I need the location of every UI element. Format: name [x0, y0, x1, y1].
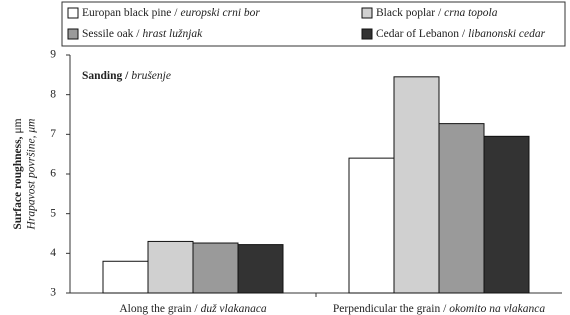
legend-label-part: Europan black pine /: [82, 7, 178, 19]
legend-swatch: [361, 7, 373, 19]
bar: [348, 157, 395, 294]
bar: [192, 242, 239, 294]
bar: [237, 244, 284, 294]
legend-swatch: [67, 7, 79, 19]
y-axis-label-part: Surface roughness,: [12, 136, 24, 229]
x-tick-label-part: okomito na vlakanca: [449, 303, 545, 315]
bar: [147, 240, 194, 294]
legend-label: Sessile oak / hrast lužnjak: [82, 28, 203, 40]
x-tick-label-part: Along the grain /: [119, 303, 198, 315]
legend-label: Black poplar / crna topola: [376, 7, 498, 19]
legend-swatch: [361, 28, 373, 40]
y-tick-label: 5: [50, 207, 56, 219]
bar: [393, 76, 440, 294]
legend-label-part: crna topola: [444, 7, 498, 19]
y-tick-label: 4: [50, 247, 56, 259]
legend-box: [61, 1, 566, 47]
legend-label: Europan black pine / europski crni bor: [82, 7, 260, 19]
y-tick-label: 3: [50, 287, 56, 299]
x-tick-label-part: Perpendicular the grain /: [333, 303, 447, 315]
legend-label: Cedar of Lebanon / libanonski cedar: [376, 28, 546, 40]
legend-label-part: libanonski cedar: [468, 28, 545, 40]
y-tick-label: 6: [50, 168, 56, 180]
x-tick-label: Perpendicular the grain / okomito na vlak…: [333, 303, 545, 315]
y-axis-label: Surface roughness, μm: [12, 118, 24, 229]
legend-label-part: europski crni bor: [180, 7, 260, 19]
y-tick-label: 9: [50, 49, 56, 61]
legend-swatch: [67, 28, 79, 40]
legend-label-part: Cedar of Lebanon /: [376, 28, 466, 40]
y-tick-label: 7: [50, 128, 56, 140]
bar: [483, 135, 530, 294]
bar: [438, 123, 485, 294]
annotation-part: brušenje: [131, 70, 171, 82]
y-axis-label-local: Hrapavost površine, μm: [26, 119, 38, 231]
annotation-part: Sanding /: [82, 70, 129, 82]
x-tick-label-part: duž vlakanaca: [201, 303, 267, 315]
legend-label-part: Black poplar /: [376, 7, 442, 19]
y-axis-label-part: μm: [12, 118, 24, 133]
legend-label-part: Sessile oak /: [82, 28, 140, 40]
x-tick-label: Along the grain / duž vlakanaca: [119, 303, 267, 315]
annotation: Sanding / brušenje: [82, 70, 171, 82]
bar: [102, 260, 149, 294]
y-tick-label: 8: [50, 88, 56, 100]
legend-label-part: hrast lužnjak: [143, 28, 204, 40]
